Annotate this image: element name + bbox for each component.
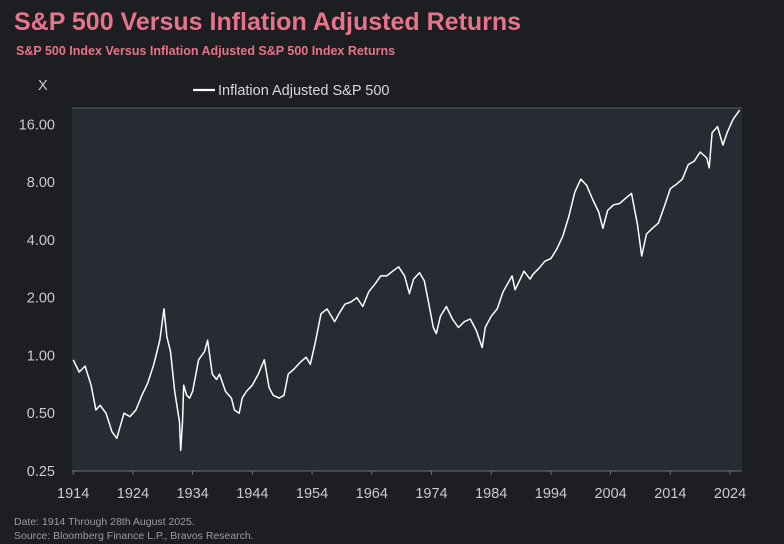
y-tick-label: 8.00 xyxy=(27,175,55,191)
y-axis-unit-label: X xyxy=(38,78,48,94)
y-axis-ticks: 0.25 0.50 1.00 2.00 4.00 8.00 16.00 xyxy=(19,117,55,480)
x-tick-label: 1924 xyxy=(117,486,149,502)
chart-title: S&P 500 Versus Inflation Adjusted Return… xyxy=(14,8,522,36)
x-tick-label: 1984 xyxy=(475,486,507,502)
series-line-inflation-adjusted-sp500 xyxy=(72,109,741,452)
x-tick-label: 1914 xyxy=(57,486,89,502)
x-tick-label: 1944 xyxy=(236,486,268,502)
x-tick-label: 2014 xyxy=(654,486,686,502)
x-axis-ticks: 1914 1924 1934 1944 1954 1964 1974 1984 1994 2004… xyxy=(57,471,746,502)
legend: Inflation Adjusted S&P 500 xyxy=(193,83,389,99)
y-tick-label: 0.50 xyxy=(27,406,55,422)
chart-subtitle: S&P 500 Index Versus Inflation Adjusted … xyxy=(16,44,396,58)
y-tick-label: 0.25 xyxy=(27,464,55,480)
x-tick-label: 1964 xyxy=(356,486,388,502)
x-tick-label: 2024 xyxy=(714,486,746,502)
footer-source-note: Source: Bloomberg Finance L.P., Bravos R… xyxy=(14,530,254,542)
y-tick-label: 16.00 xyxy=(19,117,55,133)
plot-area xyxy=(72,108,742,471)
legend-label: Inflation Adjusted S&P 500 xyxy=(218,83,389,99)
y-tick-label: 1.00 xyxy=(27,348,55,364)
footer-notes: Date: 1914 Through 28th August 2025. Sou… xyxy=(14,515,254,543)
footer-date-note: Date: 1914 Through 28th August 2025. xyxy=(14,516,195,528)
x-tick-label: 1994 xyxy=(535,486,567,502)
x-tick-label: 1974 xyxy=(415,486,447,502)
x-tick-label: 2004 xyxy=(594,486,626,502)
y-tick-label: 4.00 xyxy=(27,233,55,249)
x-tick-label: 1934 xyxy=(176,486,208,502)
x-tick-label: 1954 xyxy=(296,486,328,502)
y-tick-label: 2.00 xyxy=(27,291,55,307)
